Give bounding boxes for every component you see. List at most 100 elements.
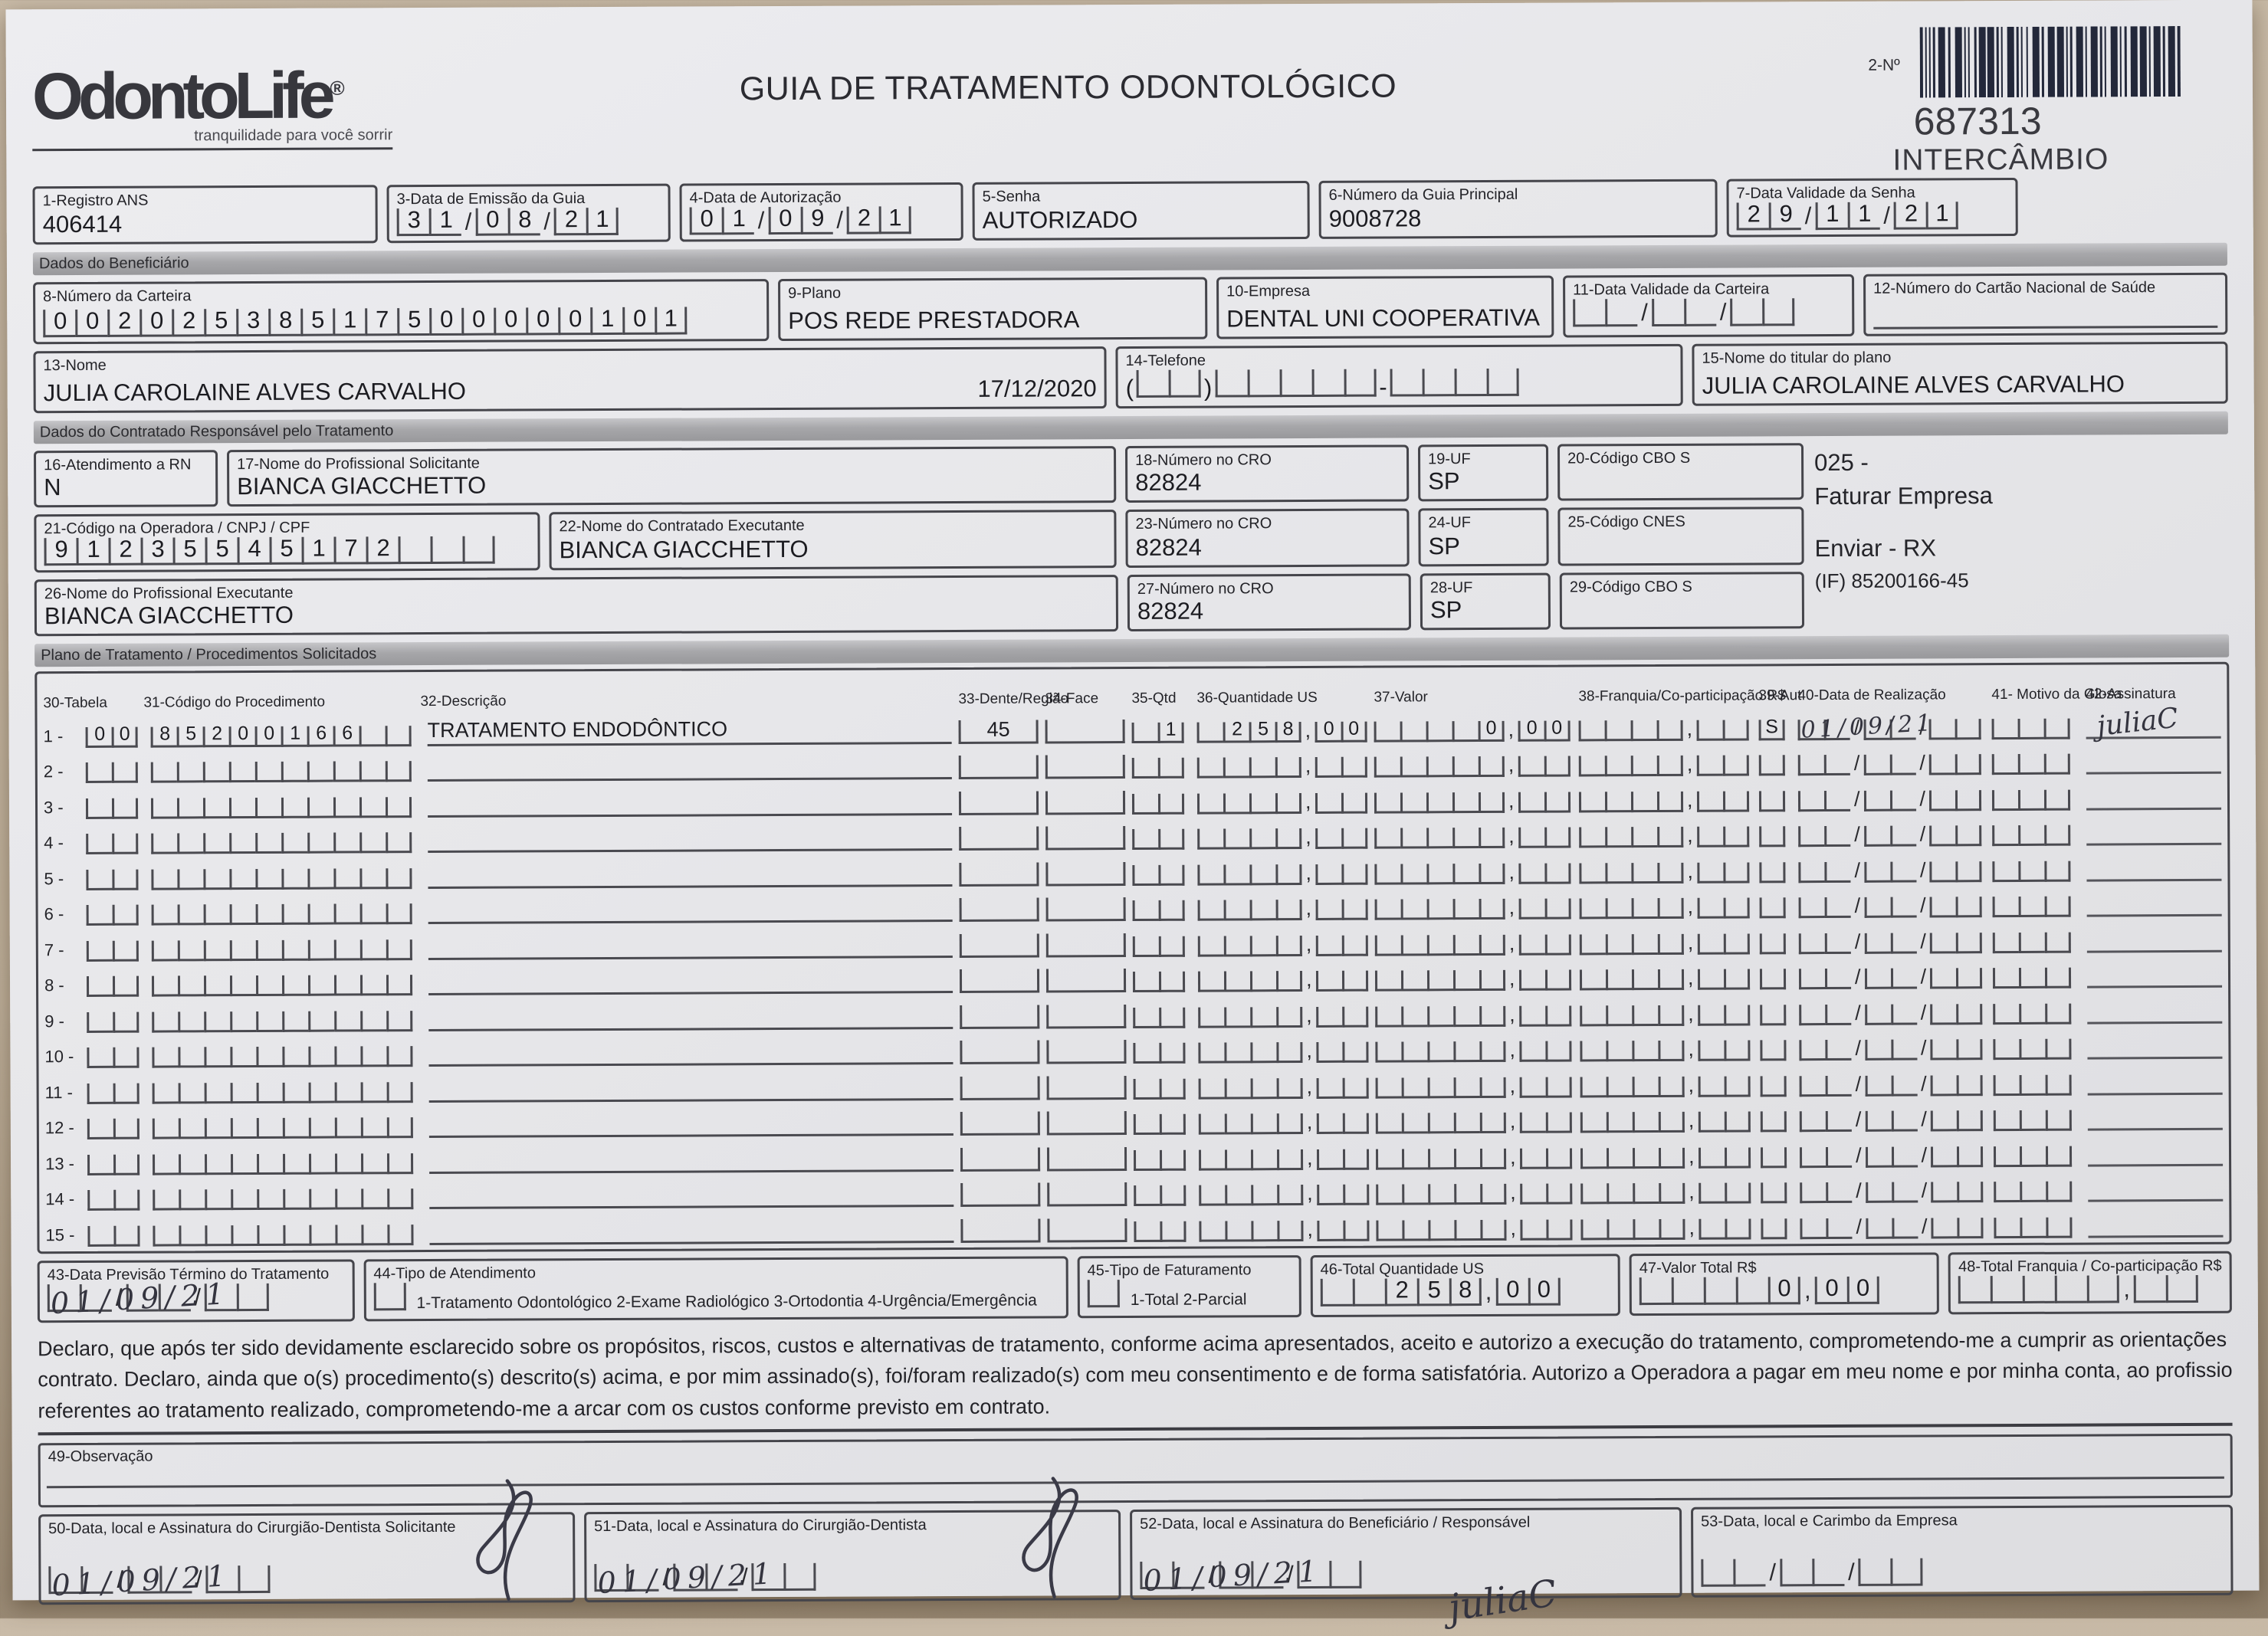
field-observacao: 49-Observação	[38, 1433, 2233, 1508]
digit-cells	[87, 1189, 140, 1211]
digit-cells	[1994, 1217, 2073, 1238]
digit-cells	[1519, 1077, 1572, 1098]
digit-cells	[1758, 790, 1786, 812]
col-valor: 37-Valor	[1374, 689, 1428, 706]
money-cells: ,	[1198, 1074, 1369, 1100]
procedure-description	[429, 1179, 954, 1210]
signature-line	[2086, 923, 2222, 953]
field-cro-18: 18-Número no CRO 82824	[1124, 444, 1410, 503]
digit-cells	[1519, 1148, 1572, 1169]
digit-cells	[87, 1118, 139, 1140]
tooth-face	[1045, 933, 1126, 958]
digit-cells	[1579, 827, 1684, 848]
signature-line	[2088, 1208, 2224, 1238]
col-data-realizacao: 40-Data de Realização	[1797, 687, 1946, 704]
digit-cells	[1761, 1182, 1787, 1204]
field-titular: 15-Nome do titular do plano JULIA CAROLA…	[1692, 341, 2228, 406]
tooth-region	[960, 1111, 1040, 1136]
field-label: 6-Número da Guia Principal	[1328, 185, 1518, 204]
col-aut: 39-Aut	[1758, 687, 1802, 704]
digit-cells	[1316, 1220, 1370, 1241]
date-cells: / /	[1800, 1179, 1984, 1204]
signature-line	[2087, 1030, 2223, 1060]
field-cbo-20: 20-Código CBO S	[1557, 443, 1804, 501]
field-cnes-25: 25-Código CNES	[1557, 507, 1804, 566]
date-cells: / /	[1798, 929, 1982, 954]
digit-cells	[1758, 755, 1785, 776]
date-cells: / /	[1798, 893, 1982, 919]
tooth-region	[960, 1218, 1041, 1243]
money-cells: ,	[1198, 1003, 1368, 1028]
money-cells: ,	[1580, 1002, 1750, 1027]
field-cartao-nacional: 12-Número do Cartão Nacional de Saúde	[1863, 272, 2228, 336]
digit-cells	[1374, 934, 1505, 956]
row-number: 11 -	[44, 1082, 73, 1102]
digit-cells: S	[1758, 716, 1785, 741]
field-label: 53-Data, local e Carimbo da Empresa	[1701, 1512, 1958, 1530]
digit-cells	[1198, 1042, 1303, 1064]
digit-cells	[1375, 1077, 1506, 1099]
signature-line	[2088, 1172, 2224, 1202]
tooth-face	[1046, 1004, 1127, 1029]
money-cells: ,	[1197, 932, 1368, 957]
note-enviar-rx: Enviar - RX	[1814, 534, 1937, 562]
digit-cells	[1698, 1147, 1751, 1169]
digit-cells	[1698, 1218, 1751, 1240]
digit-cells	[1197, 935, 1302, 957]
digit-comb	[1215, 369, 1377, 402]
digit-cells	[1197, 900, 1302, 921]
money-cells: ,	[1580, 1038, 1751, 1062]
tooth-region	[959, 826, 1039, 851]
digit-cells	[1316, 1113, 1369, 1135]
row-number: 12 -	[44, 1118, 74, 1138]
signature-line	[2086, 745, 2221, 775]
field-tipo-atendimento: 44-Tipo de Atendimento 1-Tratamento Odon…	[363, 1256, 1068, 1322]
field-label: 12-Número do Cartão Nacional de Saúde	[1873, 279, 2156, 297]
digit-cells	[1375, 1041, 1506, 1063]
field-label: 9-Plano	[788, 284, 842, 302]
field-value: POS REDE PRESTADORA	[788, 306, 1080, 334]
digit-cells	[1759, 861, 1786, 884]
col-dente: 33-Dente/Região	[958, 690, 1069, 708]
money-cells: ,	[1580, 1215, 1751, 1241]
guide-type: INTERCÂMBIO	[1892, 143, 2109, 177]
field-value: SP	[1429, 596, 1462, 624]
digit-cells	[1580, 1005, 1685, 1027]
digit-cells	[1697, 1040, 1751, 1061]
digit-cells	[1133, 1149, 1187, 1171]
digit-cells	[1698, 1076, 1751, 1097]
tooth-face	[1045, 826, 1126, 851]
money-cells: ,	[1578, 752, 1749, 777]
digit-cells	[1993, 1003, 2072, 1025]
field-value: AUTORIZADO	[982, 205, 1138, 234]
digit-cells	[153, 1224, 414, 1247]
tooth-region	[958, 755, 1039, 780]
col-descricao: 32-Descrição	[420, 693, 507, 710]
digit-cells: 0	[1639, 1274, 1801, 1305]
procedure-description: TRATAMENTO ENDODÔNTICO	[427, 716, 952, 746]
tooth-region	[960, 1005, 1040, 1029]
signatures-row: 50-Data, local e Assinatura do Cirurgião…	[38, 1477, 2234, 1630]
procedure-description	[427, 787, 953, 818]
digit-cells	[150, 796, 412, 819]
col-face: 34-Face	[1045, 690, 1099, 707]
tooth-face	[1047, 1218, 1127, 1243]
logo-block: OdontoLife® tranquilidade para você sorr…	[32, 28, 493, 152]
field-value: N	[44, 474, 61, 501]
tooth-region	[960, 1147, 1041, 1172]
tooth-face	[1047, 1182, 1127, 1207]
table-body: 1 - 0 0 8 5 2 0 0 1 6 6 TRATAMENTO ENDODÔNTICO 45 1 2 5…	[43, 702, 2224, 1247]
signature-line	[2087, 1101, 2223, 1131]
money-cells: ,	[1374, 860, 1571, 885]
digit-cells	[1697, 969, 1750, 990]
field-value	[1568, 558, 1794, 559]
procedure-description	[428, 1072, 953, 1103]
field-senha: 5-Senha AUTORIZADO	[972, 180, 1310, 241]
row-number: 14 -	[45, 1189, 75, 1209]
digit-cells	[1315, 756, 1367, 779]
field-label: 22-Nome do Contratado Executante	[559, 516, 805, 536]
